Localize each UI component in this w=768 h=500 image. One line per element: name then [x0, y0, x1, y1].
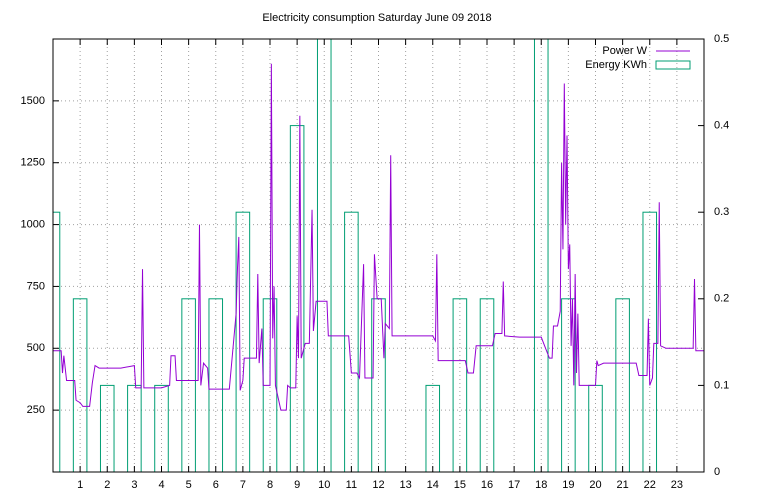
x-tick-label: 4	[158, 479, 164, 491]
energy-box	[208, 298, 224, 472]
x-tick-label: 12	[372, 479, 384, 491]
energy-box	[289, 125, 305, 472]
x-tick-label: 14	[427, 479, 439, 491]
x-tick-label: 8	[267, 479, 273, 491]
x-tick-label: 15	[454, 479, 466, 491]
power-line	[53, 63, 704, 411]
x-tick-label: 22	[644, 479, 656, 491]
y2-tick-label: 0.4	[714, 120, 729, 132]
y2-tick-label: 0.2	[714, 293, 729, 305]
x-tick-label: 3	[131, 479, 137, 491]
y-tick-label: 500	[27, 342, 45, 354]
legend-label: Energy KWh	[585, 59, 647, 71]
legend-swatch	[655, 60, 691, 70]
y2-tick-label: 0.1	[714, 379, 729, 391]
x-tick-label: 19	[562, 479, 574, 491]
x-tick-label: 1	[77, 479, 83, 491]
x-tick-label: 11	[346, 479, 357, 491]
x-tick-label: 21	[617, 479, 629, 491]
y-tick-label: 1250	[21, 157, 45, 169]
y2-tick-label: 0.3	[714, 206, 729, 218]
x-tick-label: 2	[104, 479, 110, 491]
y-tick-label: 1000	[21, 218, 45, 230]
x-tick-label: 7	[240, 479, 246, 491]
energy-box	[181, 298, 196, 472]
energy-box	[452, 298, 468, 472]
x-tick-label: 20	[589, 479, 601, 491]
y-tick-label: 750	[27, 280, 45, 292]
x-tick-label: 23	[671, 479, 683, 491]
x-tick-label: 6	[213, 479, 219, 491]
x-tick-label: 9	[294, 479, 300, 491]
x-tick-label: 18	[535, 479, 547, 491]
x-tick-label: 13	[400, 479, 412, 491]
legend-label: Power W	[602, 45, 647, 57]
y-tick-label: 250	[27, 404, 45, 416]
energy-box	[53, 211, 61, 472]
y2-tick-label: 0.5	[714, 33, 729, 45]
x-tick-label: 5	[186, 479, 192, 491]
x-tick-label: 17	[508, 479, 520, 491]
y2-tick-label: 0	[714, 466, 720, 478]
plot-border	[52, 38, 705, 473]
chart-title: Electricity consumption Saturday June 09…	[262, 12, 491, 24]
energy-box	[615, 298, 630, 472]
x-tick-label: 10	[318, 479, 330, 491]
y-tick-label: 1500	[21, 95, 45, 107]
x-tick-label: 16	[481, 479, 493, 491]
energy-box	[479, 298, 495, 472]
